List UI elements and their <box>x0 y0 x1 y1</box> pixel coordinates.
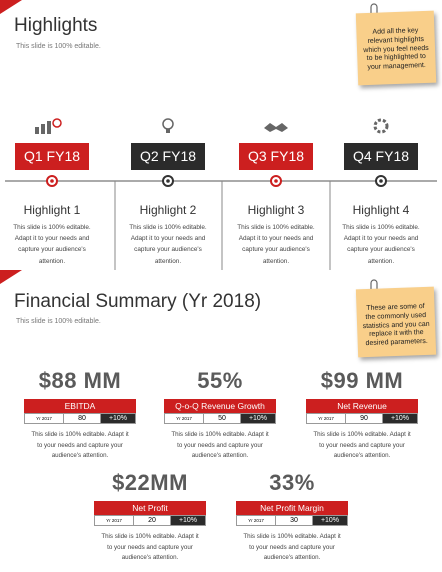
metric-prior: 50 <box>204 414 241 423</box>
quarter-label: Q1 FY18 <box>15 143 89 170</box>
highlight-heading: Highlight 3 <box>247 203 305 217</box>
metric-text: This slide is 100% editable. Adapt it to… <box>171 431 269 460</box>
highlight-text: This slide is 100% editable. Adapt it to… <box>237 224 315 265</box>
metric-value: $22MM <box>112 470 188 495</box>
metric-row: Yr 2017 50 +10% <box>164 413 276 424</box>
metric-year: Yr 2017 <box>307 414 346 423</box>
metric-prior: 80 <box>64 414 101 423</box>
highlight-text: This slide is 100% editable. Adapt it to… <box>342 224 420 265</box>
corner <box>0 0 22 14</box>
metric-change: +10% <box>383 414 417 423</box>
metric-value: $99 MM <box>320 368 404 393</box>
metric-label: Q-o-Q Revenue Growth <box>164 399 276 413</box>
highlight-heading: Highlight 1 <box>23 203 81 217</box>
metric-change: +10% <box>171 516 205 525</box>
metric-change: +10% <box>313 516 347 525</box>
metric-row: Yr 2017 30 +10% <box>236 515 348 526</box>
metric-label: Net Profit Margin <box>236 501 348 515</box>
metric-prior: 20 <box>134 516 171 525</box>
metric-change: +10% <box>241 414 275 423</box>
metric-row: Yr 2017 90 +10% <box>306 413 418 424</box>
metric-prior: 30 <box>276 516 313 525</box>
metric-change: +10% <box>101 414 135 423</box>
metric-value: 33% <box>269 470 315 495</box>
metric-year: Yr 2017 <box>237 516 276 525</box>
metric-text: This slide is 100% editable. Adapt it to… <box>313 431 411 460</box>
metric-year: Yr 2017 <box>95 516 134 525</box>
metric-year: Yr 2017 <box>25 414 64 423</box>
highlight-heading: Highlight 4 <box>352 203 410 217</box>
quarter-label: Q2 FY18 <box>131 143 205 170</box>
sticky-note: Add all the key relevant highlights whic… <box>355 10 437 86</box>
metric-year: Yr 2017 <box>165 414 204 423</box>
metric-label: Net Profit <box>94 501 206 515</box>
metric-value: $88 MM <box>38 368 122 393</box>
highlight-text: This slide is 100% editable. Adapt it to… <box>129 224 207 265</box>
metric-text: This slide is 100% editable. Adapt it to… <box>31 431 129 460</box>
metric-text: This slide is 100% editable. Adapt it to… <box>243 533 341 562</box>
metric-label: Net Revenue <box>306 399 418 413</box>
icons <box>35 118 389 134</box>
timeline-dots <box>46 175 387 187</box>
highlight-text: This slide is 100% editable. Adapt it to… <box>13 224 91 265</box>
metric-text: This slide is 100% editable. Adapt it to… <box>101 533 199 562</box>
metric-row: Yr 2017 20 +10% <box>94 515 206 526</box>
corner <box>0 270 22 284</box>
quarter-label: Q4 FY18 <box>344 143 418 170</box>
metric-prior: 90 <box>346 414 383 423</box>
subtitle: This slide is 100% editable. <box>16 318 101 325</box>
sticky-note: These are some of the commonly used stat… <box>355 286 437 358</box>
metric-value: 55% <box>197 368 243 393</box>
metric-row: Yr 2017 80 +10% <box>24 413 136 424</box>
highlight-heading: Highlight 2 <box>139 203 197 217</box>
subtitle: This slide is 100% editable. <box>16 43 101 50</box>
title: Financial Summary (Yr 2018) <box>14 291 262 312</box>
title: Highlights <box>14 15 98 36</box>
quarter-label: Q3 FY18 <box>239 143 313 170</box>
metric-label: EBITDA <box>24 399 136 413</box>
